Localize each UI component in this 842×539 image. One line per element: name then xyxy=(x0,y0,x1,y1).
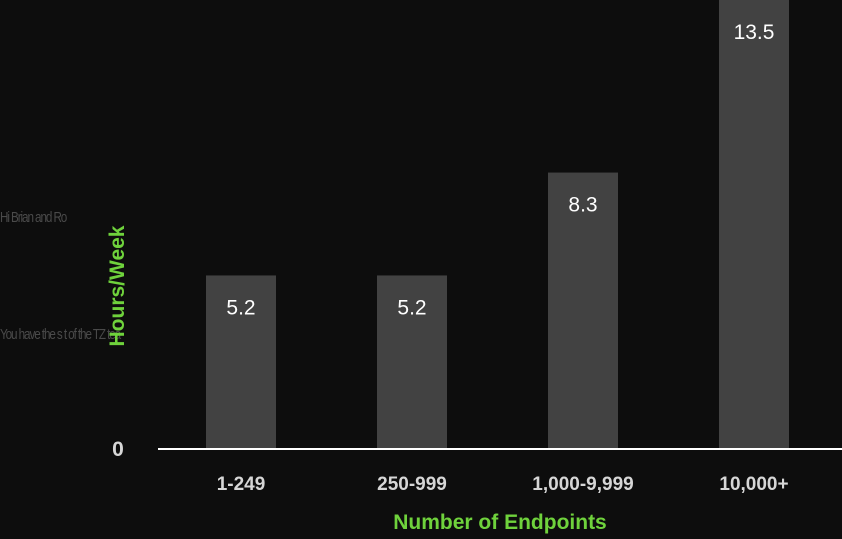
bar-value-label-1: 5.2 xyxy=(226,296,255,319)
bars-group xyxy=(206,0,789,448)
overlay-text-greeting: Hi Brian and Ro xyxy=(0,209,67,226)
bar-value-label-2: 5.2 xyxy=(397,296,426,319)
x-axis-title: Number of Endpoints xyxy=(393,511,607,534)
bar-2 xyxy=(377,275,447,448)
overlay-text-message: You have the s t of the TZ tea xyxy=(0,326,121,343)
y-tick-labels-group: 0 xyxy=(112,438,124,461)
x-tick-label-2: 250-999 xyxy=(377,474,447,495)
y-axis-title: Hours/Week xyxy=(106,225,129,346)
x-tick-labels-group: 1-249 250-999 1,000-9,999 10,000+ xyxy=(217,474,789,495)
bar-value-label-4: 13.5 xyxy=(734,21,775,44)
y-tick-label-1: 0 xyxy=(112,438,124,461)
bar-1 xyxy=(206,275,276,448)
bar-labels-group: 5.2 5.2 8.3 13.5 xyxy=(226,21,774,319)
x-tick-label-1: 1-249 xyxy=(217,474,266,495)
x-tick-label-3: 1,000-9,999 xyxy=(532,474,633,495)
bar-value-label-3: 8.3 xyxy=(568,194,597,217)
x-tick-label-4: 10,000+ xyxy=(719,474,788,495)
bar-3 xyxy=(548,172,618,448)
bar-4 xyxy=(719,0,789,448)
